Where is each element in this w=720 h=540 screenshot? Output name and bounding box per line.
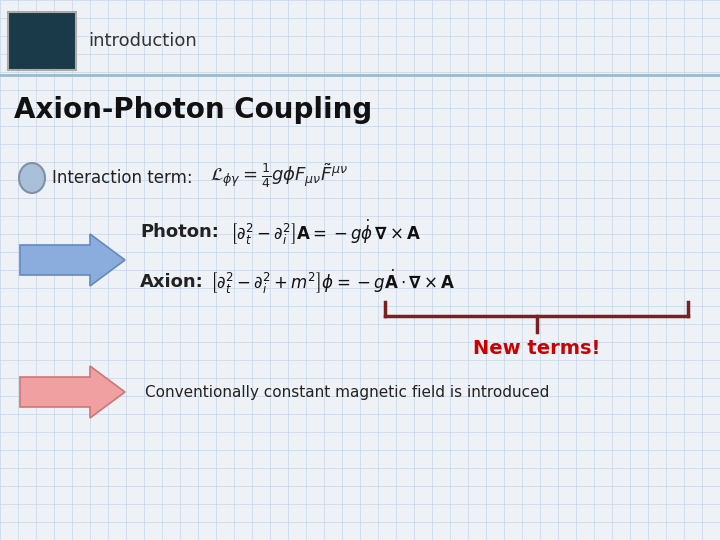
Text: $\mathcal{L}_{\phi\gamma} = \frac{1}{4}g\phi F_{\mu\nu}\tilde{F}^{\mu\nu}$: $\mathcal{L}_{\phi\gamma} = \frac{1}{4}g…	[210, 161, 348, 190]
Text: $\left[\partial_t^2 - \partial_i^2 + m^2\right]\phi = -g\dot{\mathbf{A}} \cdot \: $\left[\partial_t^2 - \partial_i^2 + m^2…	[210, 268, 456, 296]
Text: introduction: introduction	[88, 32, 197, 50]
Text: New terms!: New terms!	[473, 339, 600, 357]
Text: Axion:: Axion:	[140, 273, 204, 291]
Text: Photon:: Photon:	[140, 223, 219, 241]
Text: Conventionally constant magnetic field is introduced: Conventionally constant magnetic field i…	[145, 384, 549, 400]
Text: $\left[\partial_t^2 - \partial_i^2\right]\mathbf{A} = -g\dot{\phi}\,\boldsymbol{: $\left[\partial_t^2 - \partial_i^2\right…	[230, 218, 421, 247]
Text: Interaction term:: Interaction term:	[52, 169, 193, 187]
Ellipse shape	[19, 163, 45, 193]
Polygon shape	[20, 234, 125, 286]
FancyBboxPatch shape	[8, 12, 76, 70]
Text: Axion-Photon Coupling: Axion-Photon Coupling	[14, 96, 372, 124]
Polygon shape	[20, 366, 125, 418]
